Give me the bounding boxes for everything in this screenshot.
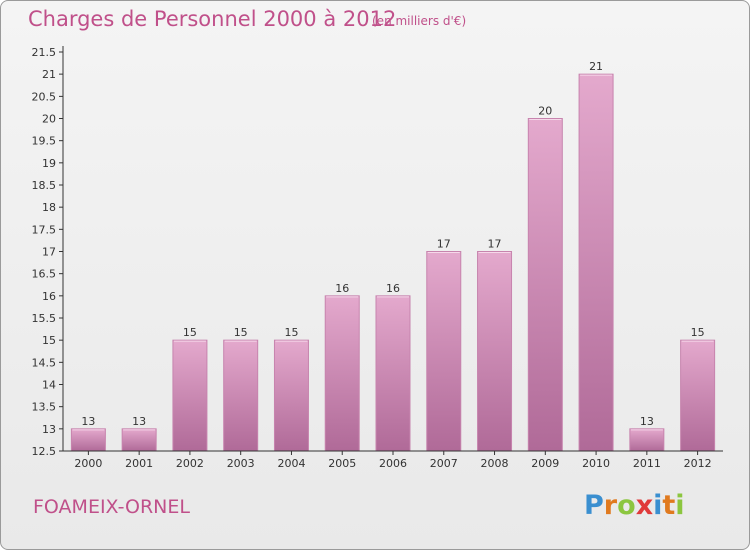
y-tick-label: 16 xyxy=(42,290,56,303)
x-tick-label-2009: 2009 xyxy=(531,457,559,470)
data-label-2007: 17 xyxy=(437,238,451,251)
x-tick-label-2011: 2011 xyxy=(633,457,661,470)
x-axis: 2000 2001 2002 2003 2004 2005 2006 2007 2008 2009… xyxy=(63,450,723,470)
x-tick-label-2005: 2005 xyxy=(328,457,356,470)
brand-letter: i xyxy=(653,490,663,521)
y-tick-label: 20 xyxy=(42,113,56,126)
bar-2000 xyxy=(70,428,106,452)
y-tick-label: 21 xyxy=(42,68,56,81)
brand-letter: o xyxy=(617,490,636,521)
y-axis: 12.5 13 13.5 14 14.5 15 15.5 16 16.5 17 17.5 18 18.5… xyxy=(32,46,64,458)
bar-2002 xyxy=(172,339,208,452)
y-tick-label: 15 xyxy=(42,334,56,347)
x-tick-label-2004: 2004 xyxy=(277,457,305,470)
bar-2003 xyxy=(223,339,259,452)
brand-letter: i xyxy=(675,490,685,521)
y-tick-label: 16.5 xyxy=(32,268,57,281)
brand-letter: t xyxy=(662,490,676,521)
bar-2012 xyxy=(680,339,716,452)
data-label-2008: 17 xyxy=(488,238,502,251)
bar-2006 xyxy=(375,295,411,452)
data-label-2003: 15 xyxy=(234,326,248,339)
y-tick-label: 13.5 xyxy=(32,401,57,414)
brand-letter: x xyxy=(635,490,654,521)
data-label-2000: 13 xyxy=(81,415,95,428)
chart-title: Charges de Personnel 2000 à 2012 xyxy=(28,7,397,31)
data-label-2001: 13 xyxy=(132,415,146,428)
data-label-2002: 15 xyxy=(183,326,197,339)
x-tick-label-2008: 2008 xyxy=(481,457,509,470)
x-tick-label-2006: 2006 xyxy=(379,457,407,470)
y-tick-label: 14 xyxy=(42,379,56,392)
data-label-2005: 16 xyxy=(335,282,349,295)
bar-2007 xyxy=(426,251,462,452)
bar-2001 xyxy=(121,428,157,452)
data-label-2006: 16 xyxy=(386,282,400,295)
data-label-2004: 15 xyxy=(284,326,298,339)
brand-letter: r xyxy=(603,490,618,521)
y-tick-label: 19 xyxy=(42,157,56,170)
x-tick-label-2003: 2003 xyxy=(227,457,255,470)
y-tick-label: 17 xyxy=(42,246,56,259)
data-label-2011: 13 xyxy=(640,415,654,428)
bar-2009 xyxy=(527,118,563,452)
x-tick-label-2001: 2001 xyxy=(125,457,153,470)
y-tick-label: 18 xyxy=(42,201,56,214)
y-tick-label: 14.5 xyxy=(32,356,57,369)
chart-subtitle: (en milliers d'€) xyxy=(372,14,467,28)
proxiti-logo: Proxiti xyxy=(584,490,685,521)
y-tick-label: 17.5 xyxy=(32,223,57,236)
y-tick-label: 21.5 xyxy=(32,46,57,59)
bars: 13 13 15 15 15 16 16 17 17 20 21 13 15 xyxy=(70,60,716,452)
y-tick-label: 20.5 xyxy=(32,90,57,103)
x-tick-label-2012: 2012 xyxy=(684,457,712,470)
x-tick-label-2000: 2000 xyxy=(74,457,102,470)
bar-2004 xyxy=(273,339,309,452)
brand-letter: P xyxy=(584,490,604,521)
y-tick-label: 18.5 xyxy=(32,179,57,192)
bar-2010 xyxy=(578,73,614,452)
data-label-2012: 15 xyxy=(691,326,705,339)
bar-2005 xyxy=(324,295,360,452)
data-label-2010: 21 xyxy=(589,60,603,73)
y-tick-label: 15.5 xyxy=(32,312,57,325)
y-tick-label: 19.5 xyxy=(32,135,57,148)
data-label-2009: 20 xyxy=(538,105,552,118)
x-tick-label-2010: 2010 xyxy=(582,457,610,470)
commune-name: FOAMEIX-ORNEL xyxy=(33,496,190,518)
y-tick-label: 13 xyxy=(42,423,56,436)
y-tick-label: 12.5 xyxy=(32,445,57,458)
x-tick-label-2002: 2002 xyxy=(176,457,204,470)
bar-2011 xyxy=(629,428,665,452)
x-tick-label-2007: 2007 xyxy=(430,457,458,470)
bar-2008 xyxy=(477,251,513,452)
